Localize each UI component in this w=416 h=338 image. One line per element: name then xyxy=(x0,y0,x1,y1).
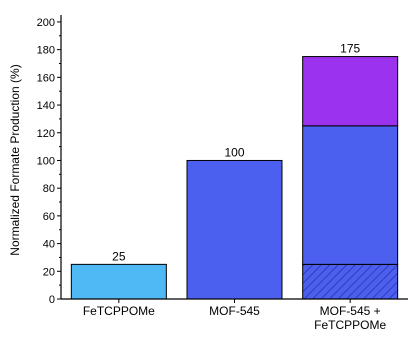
x-tick-label-2-1: FeTCPPOMe xyxy=(314,318,386,332)
x-tick-label-0-0: FeTCPPOMe xyxy=(83,304,155,318)
y-axis-label: Normalized Formate Production (%) xyxy=(8,64,22,255)
y-tick-label-4: 80 xyxy=(43,183,55,195)
y-tick-label-6: 120 xyxy=(37,128,55,140)
y-tick-label-3: 60 xyxy=(43,211,55,223)
y-tick-label-5: 100 xyxy=(37,155,55,167)
x-tick-label-1-0: MOF-545 xyxy=(209,304,260,318)
y-tick-label-8: 160 xyxy=(37,72,55,84)
y-tick-label-1: 20 xyxy=(43,266,55,278)
bar-value-label-0: 25 xyxy=(112,249,126,263)
axes: FeTCPPOMe MOF-545 MOF-545 +FeTCPPOMe020406… xyxy=(37,15,408,332)
bar-value-label-2: 175 xyxy=(340,42,360,56)
y-tick-label-0: 0 xyxy=(49,294,55,306)
bars: 25 100 175 xyxy=(70,42,399,300)
bar-segment-2-0 xyxy=(302,263,399,300)
x-tick-label-2-0: MOF-545 + xyxy=(320,304,381,318)
y-tick-label-2: 40 xyxy=(43,239,55,251)
bar-segment-2-1 xyxy=(302,125,399,265)
y-tick-label-10: 200 xyxy=(37,17,55,29)
bar-segment-1-0 xyxy=(186,159,283,300)
bar-segment-2-2 xyxy=(302,56,399,127)
bar-segment-0-0 xyxy=(70,263,167,300)
bar-value-label-1: 100 xyxy=(224,145,244,159)
y-tick-label-7: 140 xyxy=(37,100,55,112)
y-tick-label-9: 180 xyxy=(37,45,55,57)
